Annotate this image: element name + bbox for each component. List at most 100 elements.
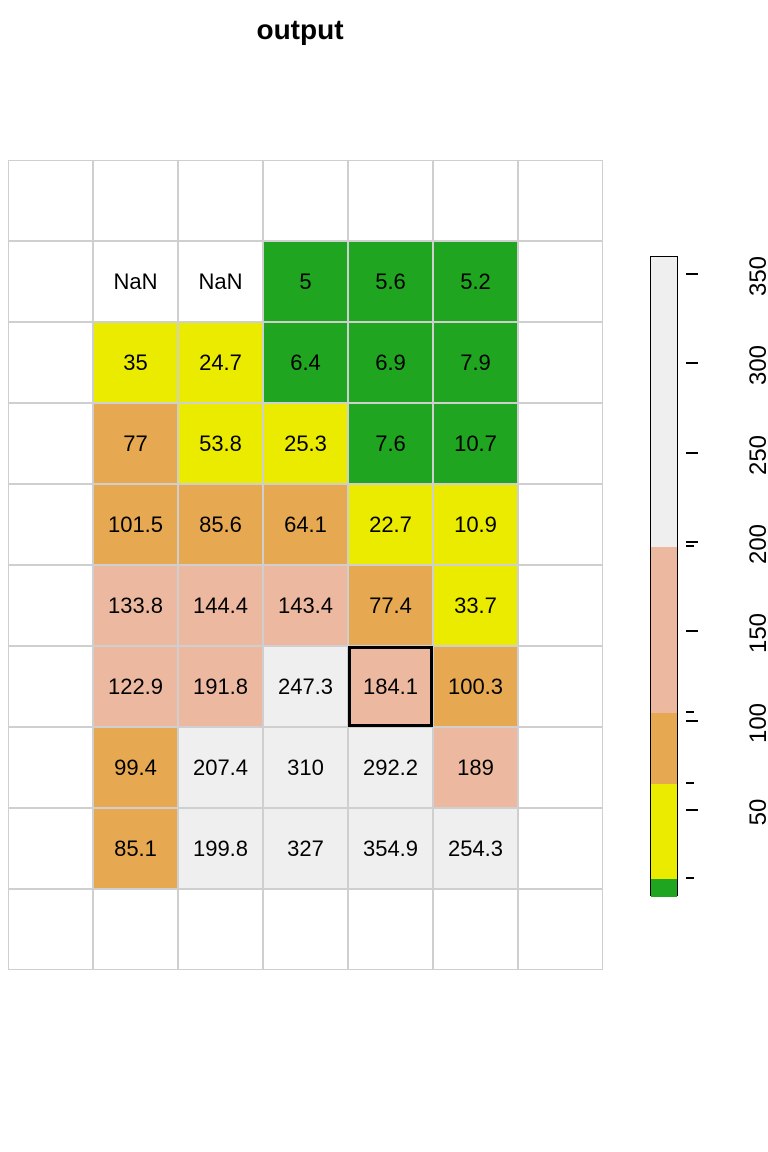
heatmap-cell-label: 53.8 xyxy=(199,431,242,457)
heatmap-cell-label: 5.6 xyxy=(375,269,406,295)
heatmap-cell-label: 85.6 xyxy=(199,512,242,538)
heatmap-cell: 5 xyxy=(263,241,348,322)
legend-colorbar xyxy=(650,256,678,896)
heatmap-cell xyxy=(8,565,93,646)
legend-tick-label: 100 xyxy=(745,698,768,748)
heatmap-cell-label: 292.2 xyxy=(363,755,418,781)
heatmap-cell: 247.3 xyxy=(263,646,348,727)
heatmap-cell: 35 xyxy=(93,322,178,403)
heatmap-cell xyxy=(348,889,433,970)
heatmap-grid: NaNNaN55.65.23524.76.46.97.97753.825.37.… xyxy=(8,160,603,970)
heatmap-cell-label: 7.6 xyxy=(375,431,406,457)
heatmap-cell-label: 254.3 xyxy=(448,836,503,862)
heatmap-cell-label: 247.3 xyxy=(278,674,333,700)
legend-segment xyxy=(651,547,677,713)
heatmap-cell xyxy=(8,808,93,889)
heatmap-cell-label: 191.8 xyxy=(193,674,248,700)
heatmap-cell: 292.2 xyxy=(348,727,433,808)
heatmap-cell xyxy=(8,160,93,241)
heatmap-cell-label: 310 xyxy=(287,755,324,781)
heatmap-cell xyxy=(263,889,348,970)
heatmap-cell xyxy=(518,808,603,889)
heatmap-cell-label: 77 xyxy=(123,431,147,457)
heatmap-cell: 53.8 xyxy=(178,403,263,484)
heatmap-cell xyxy=(93,889,178,970)
heatmap-cell: 85.1 xyxy=(93,808,178,889)
legend-tick xyxy=(686,273,698,275)
heatmap-cell: 327 xyxy=(263,808,348,889)
heatmap-cell: 207.4 xyxy=(178,727,263,808)
heatmap-cell: 85.6 xyxy=(178,484,263,565)
legend-tick xyxy=(686,630,698,632)
legend-tick-label: 50 xyxy=(745,787,768,837)
heatmap-cell-label: 22.7 xyxy=(369,512,412,538)
heatmap-cell xyxy=(348,160,433,241)
heatmap-cell-label: 99.4 xyxy=(114,755,157,781)
heatmap-cell xyxy=(518,565,603,646)
chart-title: output xyxy=(0,14,600,46)
legend-tick-label: 250 xyxy=(745,430,768,480)
heatmap-cell-label: 207.4 xyxy=(193,755,248,781)
heatmap-cell-label: 144.4 xyxy=(193,593,248,619)
heatmap-cell xyxy=(8,484,93,565)
heatmap-cell-label: 64.1 xyxy=(284,512,327,538)
heatmap-cell: 354.9 xyxy=(348,808,433,889)
heatmap-cell: 5.6 xyxy=(348,241,433,322)
legend-tick-label: 200 xyxy=(745,519,768,569)
heatmap-cell-label: 101.5 xyxy=(108,512,163,538)
heatmap-cell: 7.9 xyxy=(433,322,518,403)
heatmap-cell: 22.7 xyxy=(348,484,433,565)
heatmap-cell-label: 33.7 xyxy=(454,593,497,619)
heatmap-cell: 64.1 xyxy=(263,484,348,565)
heatmap-cell: 191.8 xyxy=(178,646,263,727)
heatmap-cell: 100.3 xyxy=(433,646,518,727)
heatmap-cell-label: 133.8 xyxy=(108,593,163,619)
heatmap-cell-label: 25.3 xyxy=(284,431,327,457)
heatmap-cell-label: 327 xyxy=(287,836,324,862)
legend-axis: 50100150200250300350 xyxy=(686,256,766,896)
heatmap-cell xyxy=(518,889,603,970)
heatmap-cell-label: 199.8 xyxy=(193,836,248,862)
heatmap-cell-label: 7.9 xyxy=(460,350,491,376)
heatmap-cell-label: 5 xyxy=(299,269,311,295)
heatmap-cell: 101.5 xyxy=(93,484,178,565)
heatmap-cell-label: 10.7 xyxy=(454,431,497,457)
heatmap-cell: NaN xyxy=(178,241,263,322)
heatmap-cell-label: 5.2 xyxy=(460,269,491,295)
heatmap-cell: 254.3 xyxy=(433,808,518,889)
heatmap-cell xyxy=(518,646,603,727)
heatmap-cell xyxy=(518,241,603,322)
heatmap-cell: 6.9 xyxy=(348,322,433,403)
heatmap-cell: 77 xyxy=(93,403,178,484)
heatmap-cell: 144.4 xyxy=(178,565,263,646)
heatmap-cell xyxy=(93,160,178,241)
legend-tick xyxy=(686,452,698,454)
heatmap-cell-label: 354.9 xyxy=(363,836,418,862)
legend-tick-label: 350 xyxy=(745,251,768,301)
heatmap-cell xyxy=(518,484,603,565)
heatmap-cell: NaN xyxy=(93,241,178,322)
legend-minor-tick xyxy=(686,711,694,713)
heatmap-cell xyxy=(518,727,603,808)
legend-segment xyxy=(651,879,677,897)
heatmap-cell-label: NaN xyxy=(113,269,157,295)
heatmap-cell xyxy=(433,160,518,241)
heatmap-cell: 10.9 xyxy=(433,484,518,565)
legend-tick-label: 300 xyxy=(745,340,768,390)
heatmap-cell-label: 143.4 xyxy=(278,593,333,619)
heatmap-cell xyxy=(518,322,603,403)
heatmap: NaNNaN55.65.23524.76.46.97.97753.825.37.… xyxy=(8,160,603,970)
legend-tick xyxy=(686,720,698,722)
heatmap-cell-label: 85.1 xyxy=(114,836,157,862)
heatmap-cell: 6.4 xyxy=(263,322,348,403)
heatmap-cell-label: 184.1 xyxy=(363,674,418,700)
heatmap-cell-label: NaN xyxy=(198,269,242,295)
heatmap-cell: 25.3 xyxy=(263,403,348,484)
heatmap-cell: 184.1 xyxy=(348,646,433,727)
heatmap-cell xyxy=(8,727,93,808)
heatmap-cell xyxy=(178,160,263,241)
legend-tick-label: 150 xyxy=(745,608,768,658)
heatmap-cell-label: 100.3 xyxy=(448,674,503,700)
legend-segment xyxy=(651,257,677,547)
heatmap-cell: 77.4 xyxy=(348,565,433,646)
